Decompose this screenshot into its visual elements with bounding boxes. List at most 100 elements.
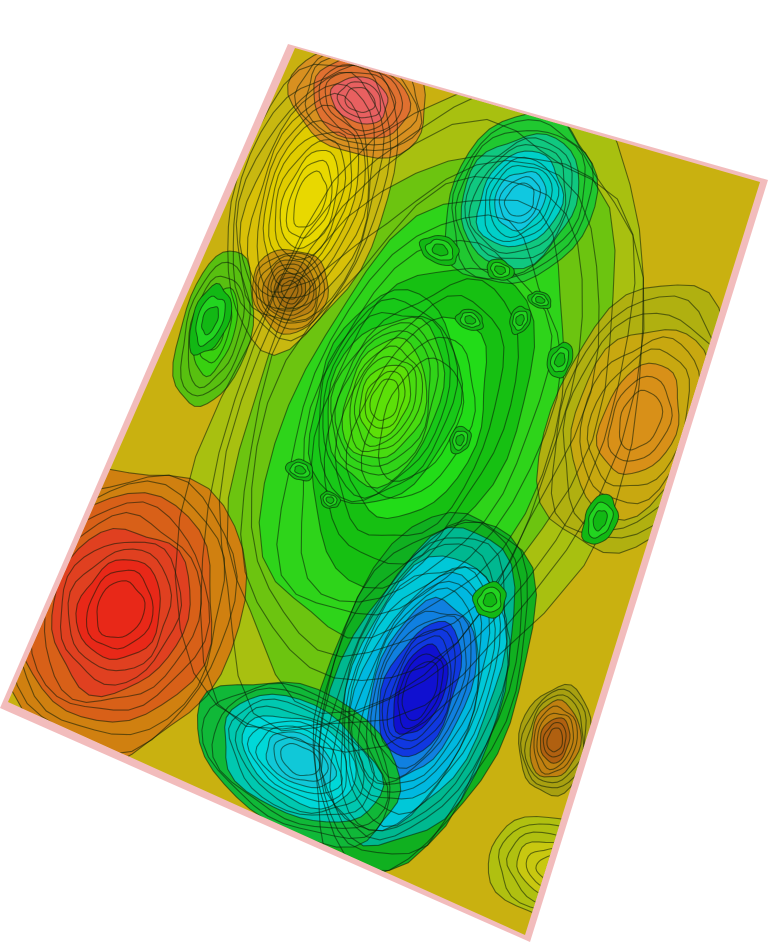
contour-line: [369, 378, 400, 422]
contour-line: [344, 87, 376, 113]
contour-line: [484, 156, 560, 243]
contour-line: [401, 661, 439, 721]
contour-line: [270, 267, 311, 312]
contour-line: [313, 57, 412, 140]
contour-line: [586, 348, 690, 487]
contour-line: [279, 149, 339, 250]
contour-line: [529, 699, 582, 778]
contour-line: [503, 182, 535, 217]
contour-line: [353, 355, 417, 447]
contour-line: [607, 375, 673, 462]
contour-band: [370, 379, 399, 421]
contour-line: [494, 170, 547, 232]
contour-line: [324, 71, 397, 132]
terrain-pocket: [325, 496, 335, 505]
contour-line: [322, 311, 451, 499]
contour-line: [381, 628, 456, 750]
contour-line: [374, 615, 467, 769]
terrain-pocket: [482, 591, 498, 608]
contour-line: [397, 653, 444, 730]
contour-line: [276, 214, 563, 616]
contour-line: [358, 364, 412, 439]
contour-line: [187, 275, 246, 389]
contour-line: [595, 362, 680, 475]
contour-line: [488, 164, 553, 239]
contour-line: [257, 254, 321, 324]
contour-line: [59, 541, 183, 686]
contour-line: [329, 76, 389, 125]
contour-line: [562, 312, 725, 531]
contour-line: [241, 715, 357, 810]
contour-line: [498, 176, 541, 224]
contour-line: [334, 330, 431, 467]
contour-band: [97, 580, 145, 638]
contour-line: [255, 725, 343, 795]
contour-line: [312, 511, 538, 879]
contour-line: [579, 336, 702, 505]
contour-line: [539, 717, 571, 764]
contour-line: [268, 131, 353, 275]
contour-lines: [8, 48, 738, 923]
contour-line: [285, 159, 333, 239]
contour-line: [542, 722, 567, 758]
contour-line: [370, 610, 472, 780]
contour-line: [256, 104, 366, 293]
contour-line: [172, 250, 255, 407]
contour-line: [224, 693, 385, 823]
contour-line: [357, 587, 480, 786]
terrain-pocket: [201, 306, 219, 336]
terrain-pocket: [464, 314, 477, 325]
contour-line: [180, 261, 251, 397]
contour-line: [318, 519, 523, 855]
contour-line: [310, 267, 536, 589]
contour-line: [211, 687, 389, 829]
contour-line: [273, 736, 329, 782]
contour-line: [8, 468, 248, 768]
contour-line: [250, 175, 583, 658]
contour-line: [318, 64, 404, 137]
contour-line: [75, 559, 161, 660]
contour-line: [234, 705, 365, 814]
contour-line: [265, 731, 337, 789]
contour-band: [293, 171, 328, 227]
terrain-pocket: [431, 243, 449, 257]
contour-line: [318, 526, 516, 847]
contour-line: [280, 743, 321, 777]
contour-line: [536, 712, 575, 771]
contour-line: [546, 727, 564, 753]
contour-line: [267, 263, 315, 316]
contour-band: [402, 661, 438, 721]
contour-line: [393, 643, 449, 735]
contour-line: [277, 276, 303, 305]
contour-line: [307, 289, 464, 504]
contour-line: [320, 537, 509, 841]
contour-band: [619, 390, 663, 450]
contour-line: [518, 683, 592, 797]
contour-line: [341, 337, 428, 459]
contour-line: [246, 720, 347, 803]
contour-line: [274, 139, 347, 261]
contour-line: [201, 682, 391, 840]
contour-line: [261, 259, 317, 321]
contour-line: [524, 694, 585, 784]
contour-line: [318, 297, 459, 503]
contour-line: [273, 272, 307, 309]
contour-line: [85, 569, 154, 650]
terrain-pocket: [535, 296, 546, 304]
contour-line: [618, 389, 664, 451]
terrain-pocket: [493, 265, 507, 275]
contour-line: [239, 83, 375, 310]
contour-line: [360, 336, 476, 499]
contour-line: [345, 316, 488, 520]
contour-line: [364, 370, 406, 429]
contour-line: [96, 580, 146, 639]
contour-line: [251, 248, 329, 335]
contour-line: [570, 329, 712, 521]
terrain-pocket: [553, 352, 566, 368]
contour-band: [546, 728, 563, 752]
contour-line: [330, 322, 439, 476]
contour-band: [280, 743, 320, 776]
contour-line: [327, 316, 446, 489]
